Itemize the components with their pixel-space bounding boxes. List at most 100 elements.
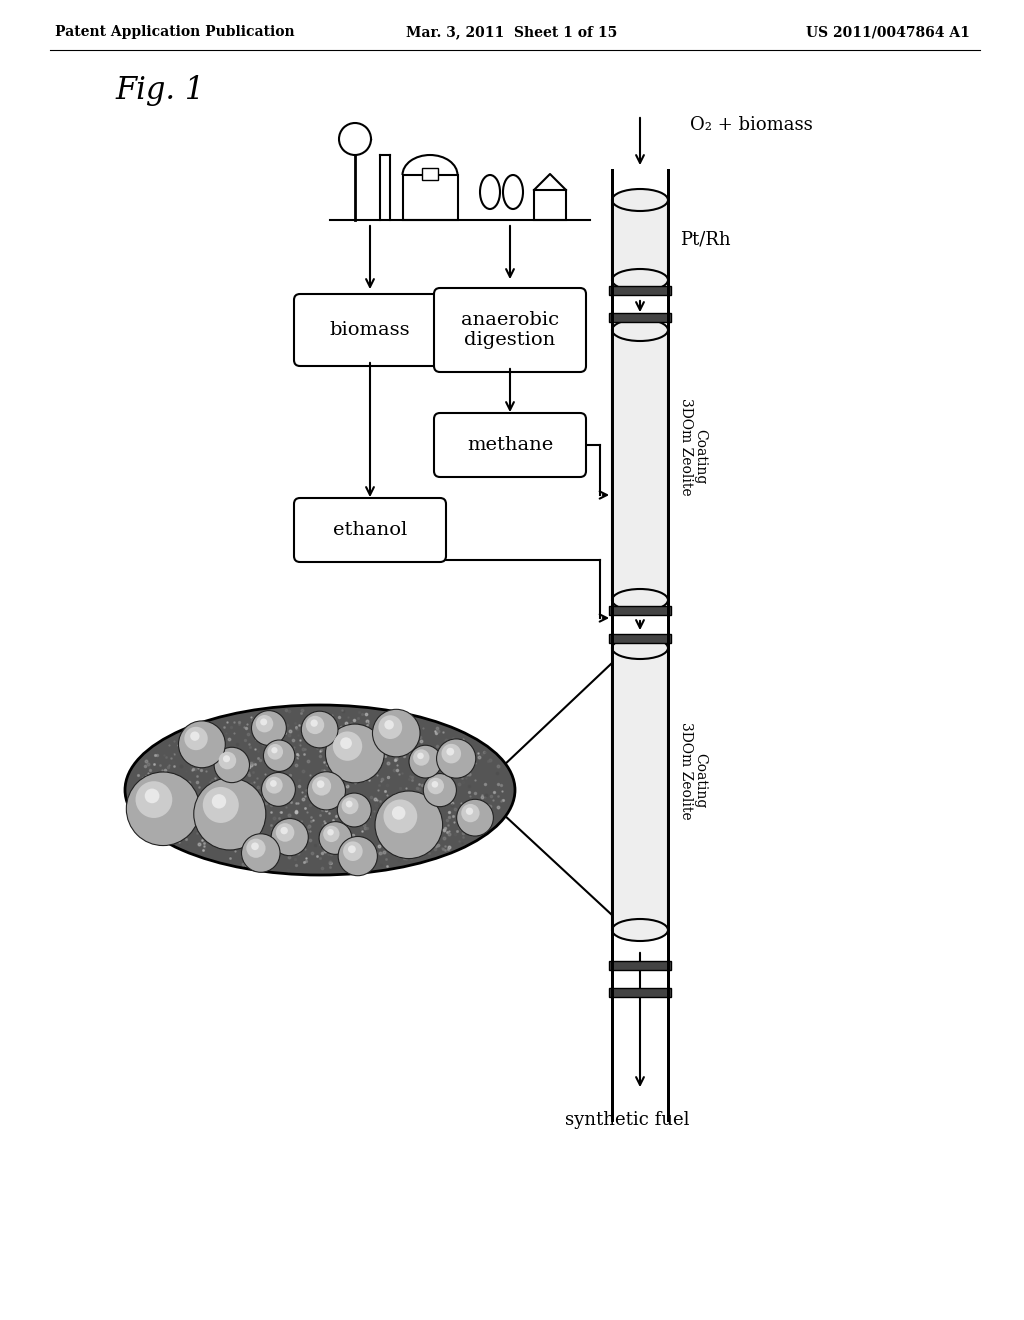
Circle shape [461, 804, 479, 822]
Bar [402, 176, 458, 220]
Circle shape [384, 719, 394, 730]
Circle shape [261, 772, 295, 807]
Circle shape [281, 826, 288, 834]
Circle shape [337, 793, 372, 826]
FancyBboxPatch shape [294, 294, 446, 366]
Bar [612, 201, 668, 280]
Text: Mar. 3, 2011  Sheet 1 of 15: Mar. 3, 2011 Sheet 1 of 15 [407, 25, 617, 40]
Circle shape [271, 747, 278, 754]
Circle shape [457, 800, 494, 836]
Circle shape [251, 842, 259, 850]
Circle shape [270, 780, 276, 787]
Bar [609, 285, 671, 294]
Circle shape [223, 755, 230, 762]
Text: Pt/Rh: Pt/Rh [680, 231, 731, 249]
Text: synthetic fuel: synthetic fuel [565, 1111, 689, 1129]
Ellipse shape [612, 269, 668, 290]
Circle shape [339, 123, 371, 154]
Circle shape [373, 709, 420, 756]
Ellipse shape [612, 919, 668, 941]
Circle shape [338, 837, 378, 875]
Bar [609, 313, 671, 322]
Circle shape [306, 715, 325, 734]
Ellipse shape [612, 319, 668, 341]
Circle shape [466, 808, 473, 814]
Circle shape [275, 824, 294, 842]
Circle shape [271, 818, 308, 855]
Bar [609, 606, 671, 615]
Circle shape [431, 781, 438, 788]
Text: biomass: biomass [330, 321, 411, 339]
Circle shape [333, 731, 362, 760]
Circle shape [218, 751, 237, 770]
Text: methane: methane [467, 436, 553, 454]
Ellipse shape [125, 705, 515, 875]
Ellipse shape [612, 589, 668, 611]
Ellipse shape [480, 176, 500, 209]
Circle shape [144, 788, 160, 804]
Text: 3DOm Zeolite: 3DOm Zeolite [679, 399, 693, 496]
Circle shape [310, 719, 317, 727]
Circle shape [392, 807, 406, 820]
Circle shape [256, 715, 273, 733]
Circle shape [266, 776, 283, 793]
Circle shape [212, 795, 226, 809]
Circle shape [263, 741, 295, 771]
Bar [609, 961, 671, 969]
Circle shape [346, 801, 352, 808]
Circle shape [413, 750, 429, 766]
Circle shape [203, 787, 239, 822]
Circle shape [190, 731, 200, 741]
Text: US 2011/0047864 A1: US 2011/0047864 A1 [806, 25, 970, 40]
Circle shape [383, 800, 417, 833]
Ellipse shape [612, 189, 668, 211]
Circle shape [348, 845, 355, 853]
Ellipse shape [503, 176, 523, 209]
Text: Fig. 1: Fig. 1 [115, 74, 204, 106]
Circle shape [427, 777, 444, 795]
Circle shape [423, 774, 457, 807]
Circle shape [436, 739, 476, 777]
Circle shape [126, 772, 200, 846]
Circle shape [340, 738, 352, 748]
Text: anaerobic
digestion: anaerobic digestion [461, 310, 559, 350]
Circle shape [252, 710, 287, 746]
Circle shape [328, 829, 334, 836]
Circle shape [326, 725, 384, 783]
Bar [534, 190, 566, 220]
Bar [609, 987, 671, 997]
FancyBboxPatch shape [434, 288, 586, 372]
Circle shape [342, 797, 358, 814]
Circle shape [324, 826, 340, 842]
Circle shape [312, 776, 331, 796]
Circle shape [446, 747, 455, 755]
Ellipse shape [612, 638, 668, 659]
Circle shape [214, 747, 250, 783]
FancyBboxPatch shape [434, 413, 586, 477]
FancyBboxPatch shape [294, 498, 446, 562]
Circle shape [242, 834, 280, 873]
Circle shape [417, 752, 424, 759]
Circle shape [178, 721, 225, 768]
Text: Coating: Coating [693, 429, 707, 484]
Circle shape [301, 711, 338, 748]
Circle shape [316, 780, 325, 788]
Circle shape [441, 743, 461, 763]
Circle shape [379, 715, 402, 739]
Circle shape [375, 791, 442, 858]
Circle shape [343, 841, 362, 861]
Text: ethanol: ethanol [333, 521, 408, 539]
Bar [612, 648, 668, 931]
Circle shape [260, 718, 267, 726]
Circle shape [194, 777, 266, 850]
Text: O₂ + biomass: O₂ + biomass [690, 116, 813, 135]
Text: Patent Application Publication: Patent Application Publication [55, 25, 295, 40]
Circle shape [409, 746, 441, 777]
Text: Coating: Coating [693, 754, 707, 809]
Bar [612, 330, 668, 601]
Bar [609, 634, 671, 643]
Circle shape [267, 744, 283, 759]
Circle shape [319, 821, 352, 854]
Circle shape [247, 838, 265, 858]
Circle shape [135, 781, 172, 818]
